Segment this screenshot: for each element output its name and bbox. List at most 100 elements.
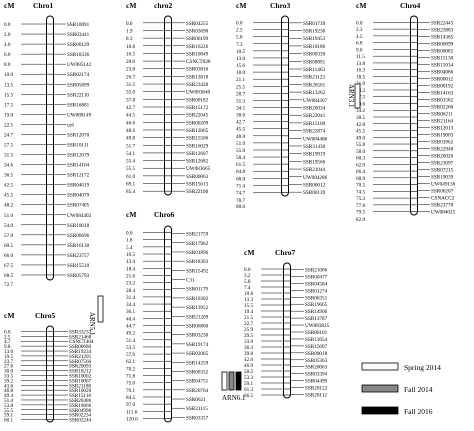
marker-label: SSR21123 bbox=[303, 75, 325, 81]
marker-label: SSR20020 bbox=[431, 154, 454, 160]
marker-label: SSR12172 bbox=[67, 173, 90, 179]
position-label: 55.5 bbox=[4, 408, 13, 414]
position-label: 34.2 bbox=[356, 108, 365, 114]
marker-label: SSR22100 bbox=[186, 189, 209, 195]
position-label: 51.7 bbox=[126, 143, 135, 149]
marker-label: SSR16881 bbox=[67, 102, 90, 108]
position-label: 2.0 bbox=[4, 32, 11, 38]
position-label: 4.7 bbox=[4, 339, 11, 345]
position-label: 13.0 bbox=[4, 349, 13, 355]
legend-swatch bbox=[361, 406, 399, 415]
position-label: 10.0 bbox=[4, 72, 13, 78]
marker-label: SSR10067 bbox=[69, 378, 92, 384]
position-label: 6.0 bbox=[4, 52, 11, 58]
position-label: 20.0 bbox=[126, 59, 135, 65]
position-label: 18.0 bbox=[236, 70, 245, 76]
marker-label: SSR04086 bbox=[431, 70, 454, 76]
marker-label: SSR19003 bbox=[431, 133, 454, 139]
marker-label: SSR20704 bbox=[186, 388, 209, 394]
position-label: 75.3 bbox=[356, 196, 365, 202]
marker-label: SSR19174 bbox=[186, 342, 209, 348]
marker-label: SSR15034 bbox=[431, 63, 454, 69]
position-label: 8.3 bbox=[126, 36, 133, 42]
marker-label: CSNCT404 bbox=[69, 339, 94, 345]
cm-unit-label: cM bbox=[4, 311, 14, 320]
position-label: 55.0 bbox=[236, 148, 245, 154]
legend-swatch bbox=[361, 384, 399, 393]
cm-unit-label: cM bbox=[126, 1, 136, 10]
marker-label: UW083640 bbox=[186, 90, 211, 96]
marker-label: UW084402 bbox=[67, 213, 92, 219]
position-label: 59.1 bbox=[244, 381, 253, 387]
marker-label: SSR10849 bbox=[186, 51, 209, 57]
position-label: 48.6 bbox=[126, 128, 135, 134]
position-label: 111.6 bbox=[126, 409, 138, 415]
position-label: 49.4 bbox=[4, 393, 13, 399]
chromosome-bar bbox=[281, 15, 289, 197]
marker-label: SSR23770 bbox=[431, 203, 454, 209]
marker-label: SSR04751 bbox=[186, 379, 209, 385]
marker-label: SSR06800 bbox=[186, 324, 209, 330]
qtl-label-arn5: ARN5.1 bbox=[88, 312, 96, 336]
legend-label: Fall 2016 bbox=[404, 407, 433, 416]
position-label: 55.4 bbox=[126, 159, 135, 165]
marker-label: SSR00101 bbox=[305, 330, 328, 336]
position-label: 51.0 bbox=[4, 213, 13, 219]
position-label: 24.7 bbox=[4, 132, 13, 138]
position-label: 31.4 bbox=[126, 295, 135, 301]
position-label: 72.7 bbox=[4, 282, 13, 288]
marker-label: SSR15130 bbox=[431, 56, 454, 62]
position-label: 78.7 bbox=[236, 198, 245, 204]
position-label: 70.5 bbox=[356, 183, 365, 189]
position-label: 58.0 bbox=[356, 149, 365, 155]
marker-label: UW049136 bbox=[431, 182, 456, 188]
position-label: 19.4 bbox=[244, 309, 253, 315]
marker-label: SSR04584 bbox=[305, 281, 328, 287]
marker-label: SSR13262 bbox=[303, 90, 326, 96]
position-label: 13.0 bbox=[236, 56, 245, 62]
marker-label: SSR15118 bbox=[69, 393, 91, 399]
chromosome-name: Chro6 bbox=[154, 210, 175, 219]
position-label: 57.0 bbox=[4, 233, 13, 239]
position-label: 42.8 bbox=[356, 122, 365, 128]
position-label: 25.9 bbox=[244, 327, 253, 333]
position-label: 17.5 bbox=[4, 102, 13, 108]
marker-label: SSR05899 bbox=[67, 82, 90, 88]
marker-label: SSR14104 bbox=[67, 163, 90, 169]
marker-label: SSR12065 bbox=[186, 128, 209, 134]
marker-label: SSR22445 bbox=[431, 21, 454, 27]
position-label: 28.4 bbox=[126, 288, 135, 294]
position-label: 2.5 bbox=[236, 28, 243, 34]
position-label: 46.6 bbox=[126, 120, 135, 126]
marker-label: SSR02244 bbox=[69, 418, 92, 424]
position-label: 55.8 bbox=[356, 142, 365, 148]
qtl-bar-spring-2014 bbox=[97, 295, 104, 323]
position-label: 76.1 bbox=[126, 388, 135, 394]
marker-label: SSR19665 bbox=[305, 302, 328, 308]
marker-label: SSR15510 bbox=[67, 263, 90, 269]
qtl-bar-spring-2014 bbox=[221, 371, 228, 391]
marker-label: SSR21759 bbox=[186, 232, 209, 238]
marker-label: SSR12013 bbox=[431, 126, 454, 132]
marker-label: UW085142 bbox=[67, 62, 92, 68]
chromosome-name: Chro3 bbox=[270, 1, 291, 10]
marker-label: SSR04079 bbox=[67, 193, 90, 199]
marker-label: SSR13818 bbox=[186, 74, 209, 80]
marker-label: SSR10091 bbox=[67, 22, 90, 28]
marker-label: SSR04998 bbox=[69, 408, 92, 414]
marker-label: SSR16226 bbox=[186, 44, 209, 50]
position-label: 22.5 bbox=[4, 122, 13, 128]
marker-label: SSR10002 bbox=[69, 374, 92, 380]
marker-label: SSR21044 bbox=[303, 167, 326, 173]
marker-label: SSR14385 bbox=[431, 35, 454, 41]
position-label: 36.5 bbox=[4, 173, 13, 179]
marker-label: SSR10018 bbox=[67, 223, 90, 229]
position-label: 53.5 bbox=[126, 345, 135, 351]
marker-label: UW083825 bbox=[305, 323, 330, 329]
position-label: 66.0 bbox=[4, 253, 13, 259]
marker-label: SSR21291 bbox=[69, 354, 92, 360]
chromosome-name: Chro7 bbox=[275, 248, 296, 257]
position-label: 28.7 bbox=[236, 91, 245, 97]
qtl-label-arn6: ARN6.1 bbox=[222, 394, 246, 402]
marker-label: SSR23420 bbox=[186, 82, 209, 88]
